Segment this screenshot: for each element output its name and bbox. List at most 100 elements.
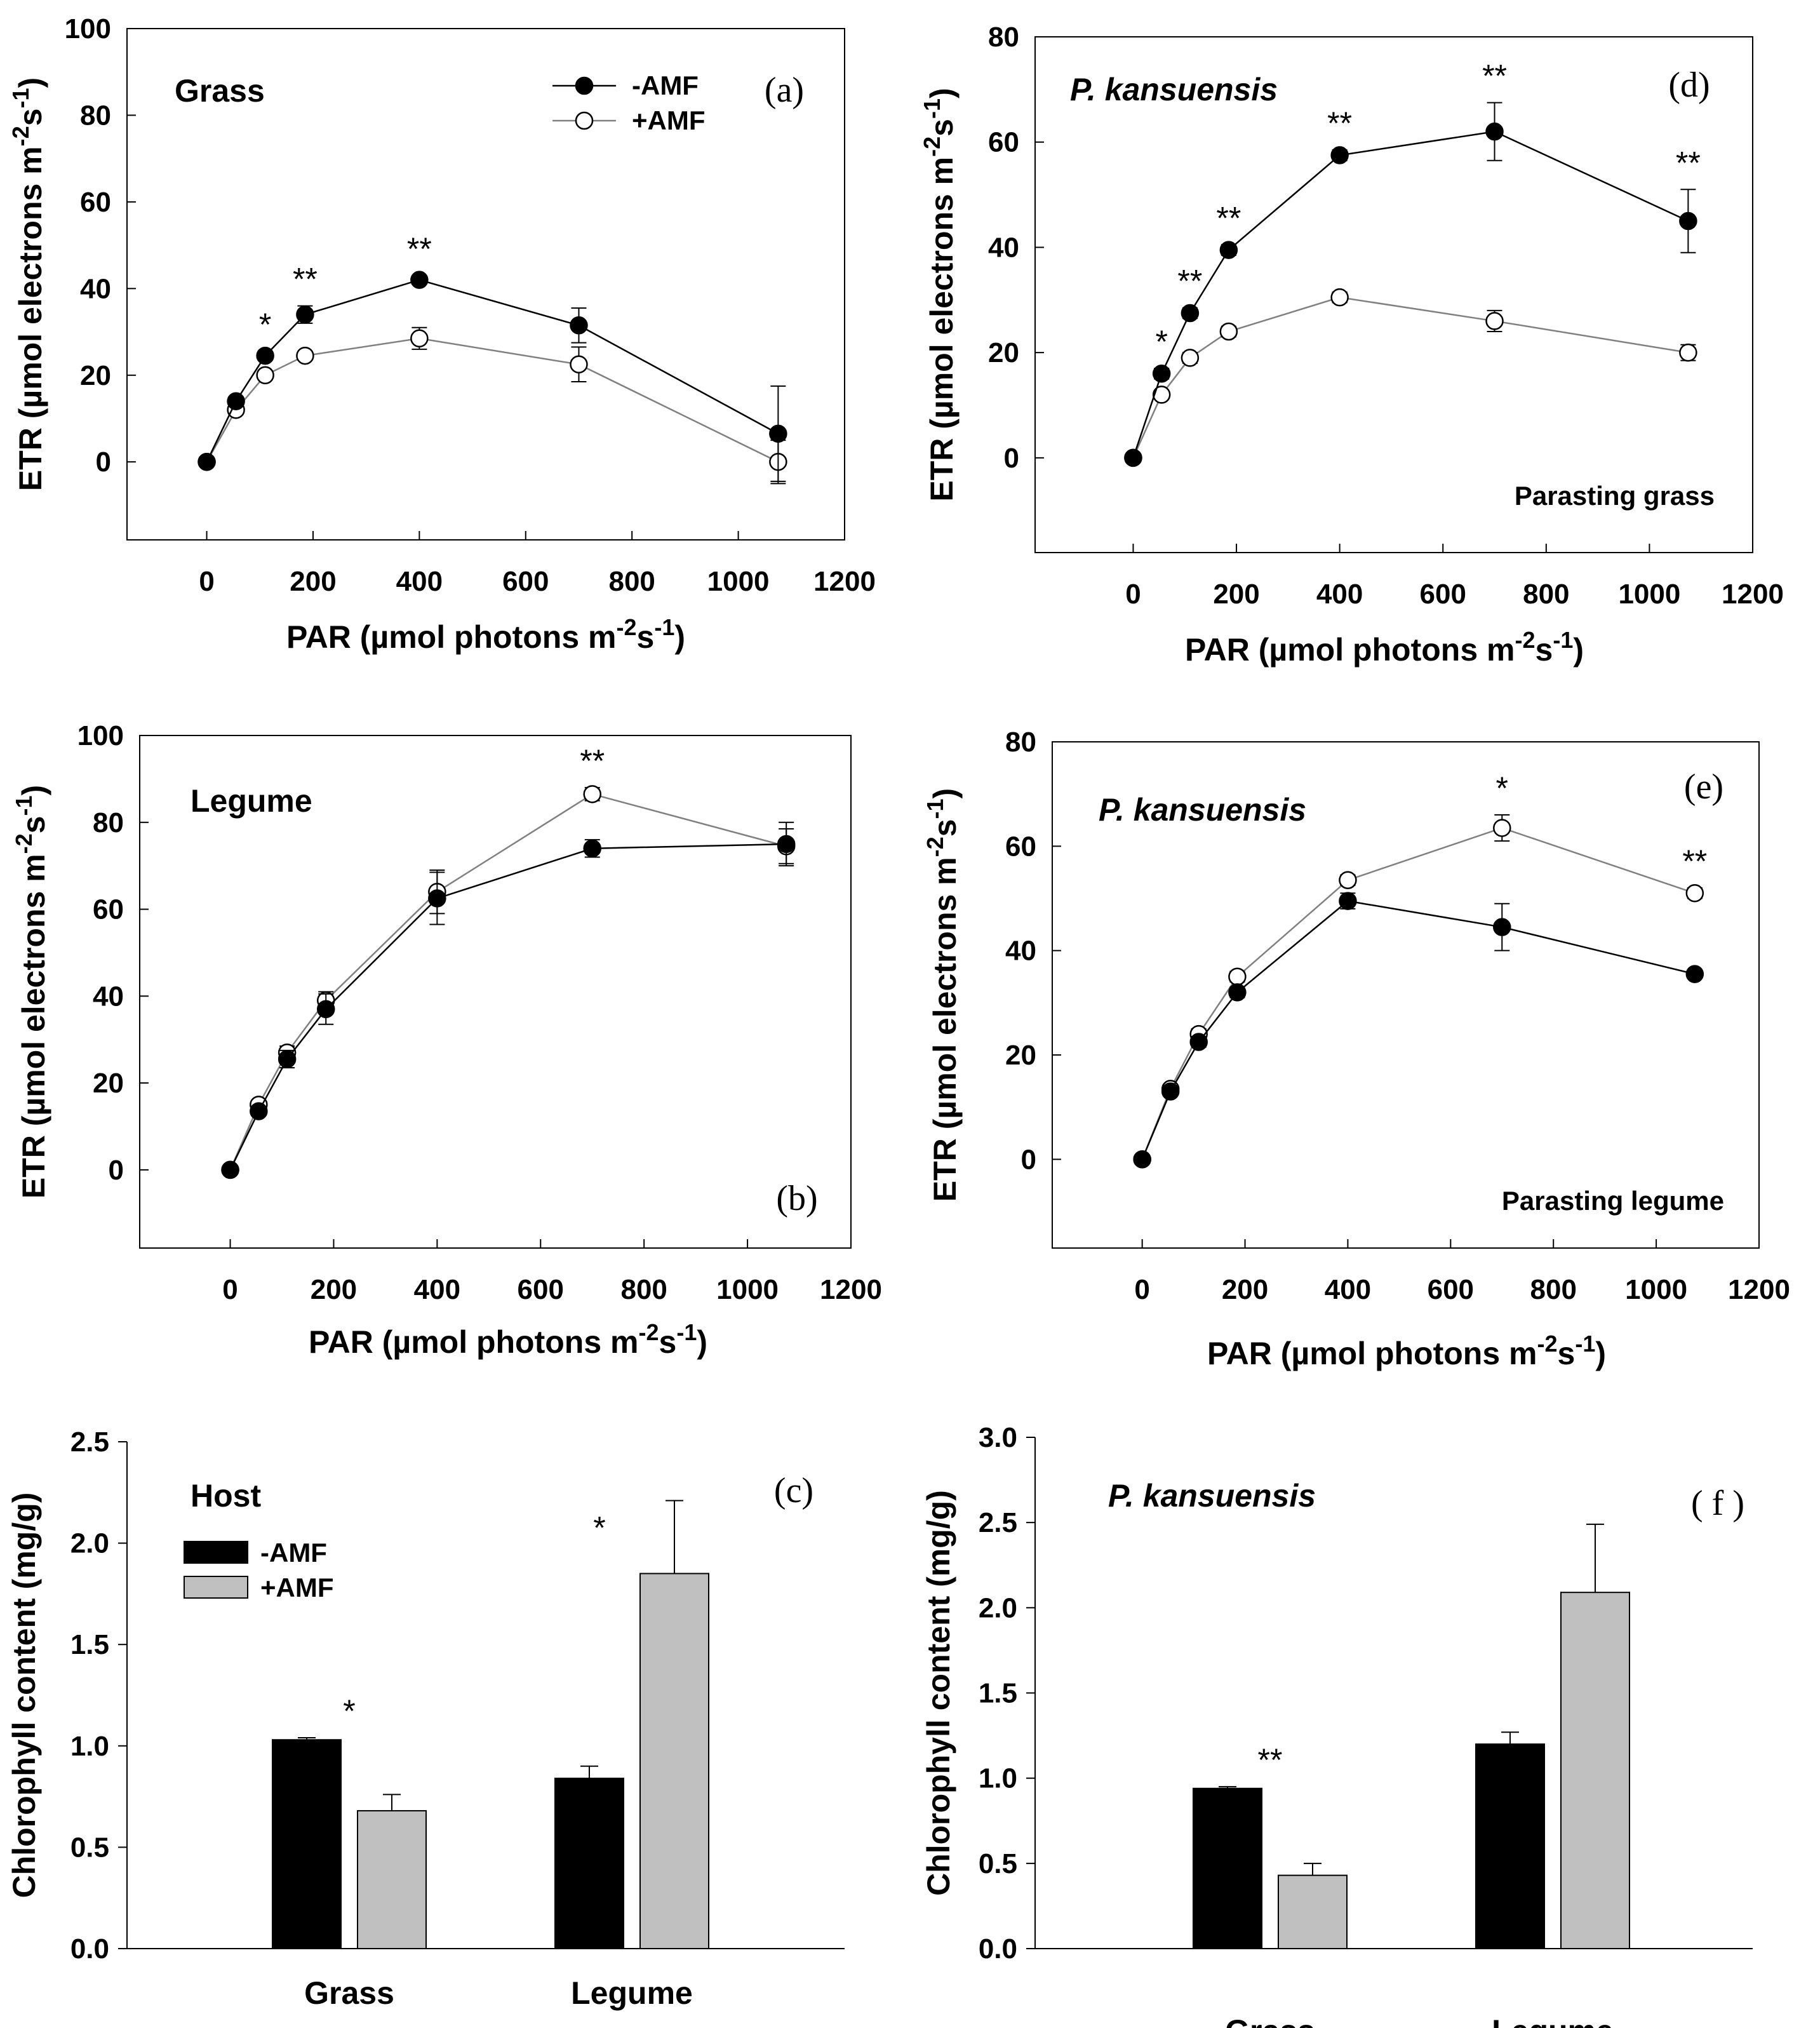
series-line-minus-amf [229, 843, 787, 1171]
data-point-minus-amf [197, 452, 216, 471]
significance-marker: * [593, 1510, 605, 1546]
data-point-minus-amf [777, 835, 796, 854]
y-tick-label: 2.0 [979, 1592, 1017, 1623]
data-point-plus-amf [583, 785, 601, 803]
significance-marker: ** [1327, 105, 1352, 141]
data-point-plus-amf [1685, 884, 1704, 903]
x-axis-title: PAR (µmol photons m-2s-1) [309, 1319, 707, 1360]
x-tick-label: 1000 [707, 566, 770, 597]
y-tick-label: 20 [80, 360, 111, 391]
y-tick-label: 2.5 [979, 1507, 1017, 1538]
category-label: Legume [1492, 2013, 1614, 2028]
x-tick-label: 200 [311, 1274, 357, 1305]
y-tick-label: 100 [65, 13, 111, 44]
y-tick-label: 0 [109, 1155, 124, 1186]
y-tick-label: 20 [93, 1068, 124, 1099]
legend-swatch [184, 1541, 248, 1564]
y-tick-label: 0 [1004, 443, 1019, 474]
x-tick-label: 0 [199, 566, 214, 597]
legend-swatch [184, 1576, 248, 1599]
series-line-plus-amf [1132, 296, 1689, 459]
data-point-plus-amf [1152, 386, 1171, 404]
significance-marker: ** [1258, 1742, 1283, 1778]
data-point-minus-amf [1161, 1082, 1180, 1101]
data-point-minus-amf [1228, 983, 1247, 1002]
y-tick-label: 40 [988, 232, 1019, 263]
panel-label: (d) [1668, 65, 1710, 105]
x-tick-label: 800 [620, 1274, 667, 1305]
y-tick-label: 20 [1005, 1040, 1036, 1071]
y-tick-label: 40 [80, 273, 111, 304]
y-tick-label: 1.5 [70, 1629, 109, 1660]
y-tick-label: 2.5 [70, 1427, 109, 1458]
x-axis-title: PAR (µmol photons m-2s-1) [1207, 1331, 1606, 1371]
y-tick-label: 1.0 [70, 1731, 109, 1762]
plot-frame [139, 735, 852, 1249]
data-point-plus-amf [1181, 349, 1200, 367]
y-axis-title: Chlorophyll content (mg/g) [921, 1490, 956, 1896]
data-point-minus-amf [1493, 918, 1511, 936]
panel-title: Legume [191, 783, 312, 819]
y-tick-label: 20 [988, 337, 1019, 368]
x-tick-label: 1200 [813, 566, 876, 597]
bar-plus-amf [1278, 1874, 1348, 1950]
plot-frame [1052, 741, 1760, 1249]
x-tick-label: 1200 [1728, 1274, 1790, 1305]
panel-label: (e) [1684, 767, 1723, 807]
data-point-minus-amf [769, 424, 787, 443]
y-tick-label: 60 [80, 187, 111, 218]
data-point-plus-amf [1228, 967, 1247, 986]
bar-minus-amf [1193, 1787, 1262, 1949]
x-tick-label: 1000 [716, 1274, 779, 1305]
data-point-minus-amf [1152, 365, 1171, 383]
data-point-minus-amf [296, 306, 314, 324]
x-tick-label: 200 [1222, 1274, 1268, 1305]
x-tick-label: 800 [1530, 1274, 1577, 1305]
data-point-plus-amf [570, 355, 588, 373]
significance-marker: * [1155, 324, 1167, 359]
y-tick-label: 60 [988, 127, 1019, 158]
data-point-plus-amf [1219, 322, 1238, 341]
bar-plus-amf [639, 1573, 709, 1949]
x-tick-label: 0 [222, 1274, 238, 1305]
significance-marker: ** [1216, 200, 1241, 236]
bar-minus-amf [272, 1739, 342, 1950]
panel-c: 0.0 0.5 1.0 1.5 2.0 2.5 Chlorophyll content (m… [6, 1427, 845, 2011]
significance-marker: * [343, 1693, 355, 1729]
y-axis-title: Chlorophyll content (mg/g) [6, 1493, 42, 1898]
y-axis-title: ETR (µmol electrons m-2s-1) [922, 788, 963, 1202]
data-point-minus-amf [1181, 304, 1200, 323]
data-point-minus-amf [570, 316, 588, 335]
y-axis-title: ETR (µmol electrons m-2s-1) [919, 88, 960, 501]
y-tick-label: 0 [96, 447, 111, 478]
y-tick-label: 3.0 [979, 1422, 1017, 1453]
data-point-plus-amf [296, 346, 314, 365]
legend-label: +AMF [632, 105, 706, 135]
plot-frame [1034, 36, 1753, 553]
data-point-minus-amf [278, 1050, 297, 1068]
x-tick-label: 400 [1325, 1274, 1371, 1305]
significance-marker: ** [580, 743, 605, 779]
panel-title: Grass [175, 73, 265, 109]
data-point-minus-amf [1189, 1033, 1208, 1051]
x-axis-title: PAR (µmol photons m-2s-1) [1185, 627, 1584, 668]
plot-frame [126, 28, 845, 541]
panel-note: Parasting grass [1515, 481, 1715, 511]
significance-marker: ** [407, 231, 432, 267]
x-tick-label: 400 [396, 566, 443, 597]
data-point-minus-amf [1485, 122, 1504, 141]
series-line-minus-amf [1132, 130, 1689, 459]
y-tick-label: 0.5 [70, 1832, 109, 1863]
x-tick-label: 600 [518, 1274, 564, 1305]
y-axis-title: ETR (µmol electrons m-2s-1) [8, 77, 48, 491]
data-point-minus-amf [410, 271, 429, 289]
x-tick-label: 0 [1134, 1274, 1149, 1305]
data-point-plus-amf [256, 366, 274, 385]
data-point-plus-amf [1679, 343, 1697, 362]
panel-title: Host [191, 1478, 261, 1514]
panel-f: 0.0 0.5 1.0 1.5 2.0 2.5 3.0 Chlorophyll content… [921, 1422, 1753, 2028]
y-tick-label: 1.0 [979, 1763, 1017, 1794]
y-tick-label: 60 [93, 894, 124, 925]
panel-label: (c) [774, 1471, 813, 1510]
